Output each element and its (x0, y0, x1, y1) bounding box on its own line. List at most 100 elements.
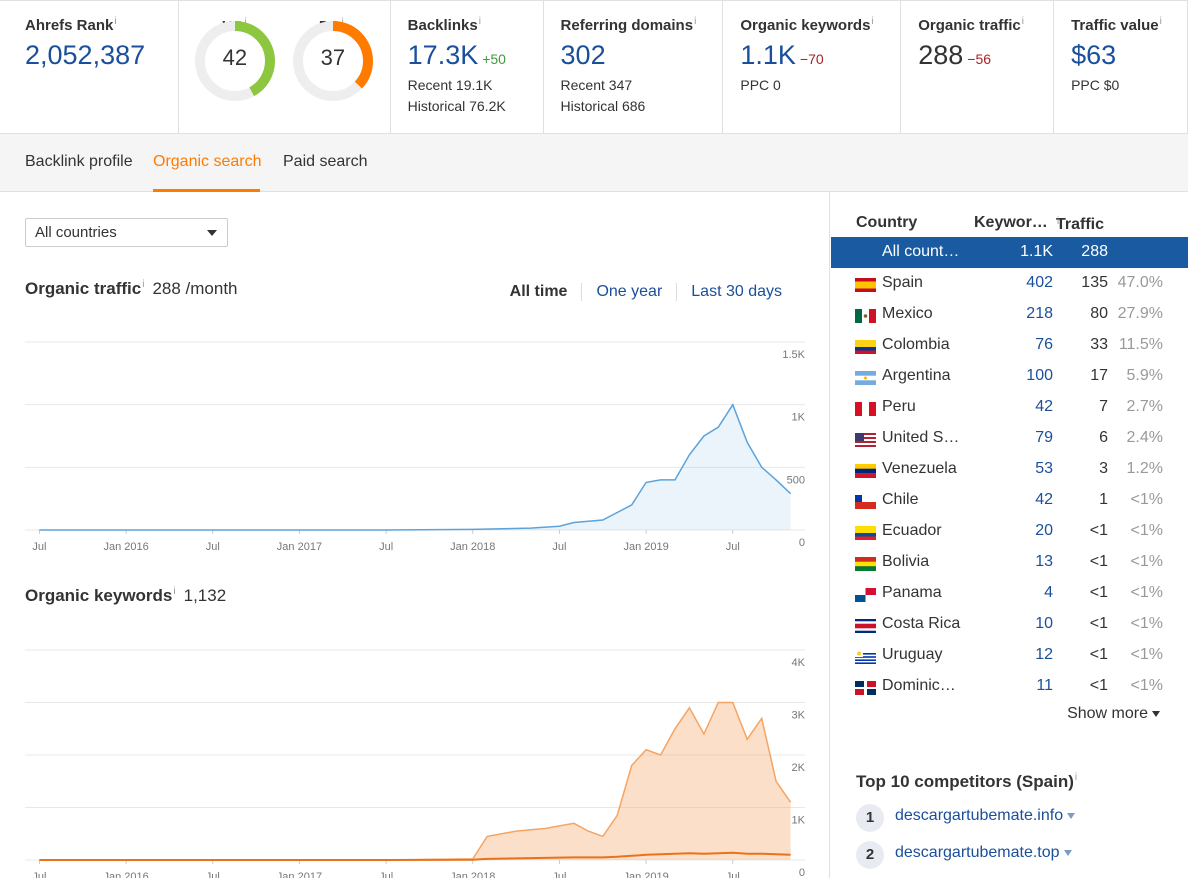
metric-ahrefs-rank: Ahrefs Ranki 2,052,387 (0, 1, 179, 133)
range-one-year[interactable]: One year (582, 283, 678, 301)
chevron-down-icon[interactable] (1067, 812, 1076, 819)
traffic-value-value: $63 (1071, 40, 1117, 70)
country-traffic: 135 (1081, 274, 1108, 291)
country-keywords[interactable]: 11 (1036, 677, 1053, 694)
table-row[interactable]: United S… 79 6 2.4% (831, 423, 1188, 454)
column-keywords[interactable]: Keywor… (974, 214, 1048, 231)
competitors-title: Top 10 competitors (Spain) (856, 772, 1074, 791)
ahrefs-rank-value: 2,052,387 (25, 40, 146, 70)
table-row[interactable]: Venezuela 53 3 1.2% (831, 454, 1188, 485)
country-keywords[interactable]: 42 (1035, 491, 1053, 508)
y-tick-label: 2K (792, 762, 806, 774)
country-select[interactable]: All countries (25, 218, 228, 247)
organic-keywords-value[interactable]: 1.1K (740, 40, 796, 70)
country-keywords[interactable]: 20 (1035, 522, 1053, 539)
country-traffic: 6 (1099, 429, 1108, 446)
country-keywords[interactable]: 79 (1035, 429, 1053, 446)
table-row[interactable]: Panama 4 <1 <1% (831, 578, 1188, 609)
tab-paid-search[interactable]: Paid search (283, 153, 368, 170)
info-icon[interactable]: i (173, 586, 176, 598)
traffic-chart-summary: 288 /month (152, 279, 238, 298)
country-keywords[interactable]: 4 (1044, 584, 1053, 601)
x-tick-label: Jul (206, 541, 220, 553)
country-keywords[interactable]: 10 (1035, 615, 1053, 632)
flag-us-icon (855, 433, 876, 447)
country-traffic: 3 (1099, 460, 1108, 477)
flag-ec-icon (855, 526, 876, 540)
x-tick-label: Jan 2016 (103, 871, 148, 878)
x-tick-label: Jul (206, 871, 220, 878)
country-name: Venezuela (882, 460, 957, 477)
info-icon[interactable]: i (478, 16, 481, 27)
chevron-down-icon[interactable] (1063, 849, 1072, 856)
backlinks-value[interactable]: 17.3K (407, 40, 479, 70)
ur-gauge (194, 21, 275, 101)
info-icon[interactable]: i (694, 16, 697, 27)
country-keywords[interactable]: 12 (1035, 646, 1053, 663)
metric-organic-keywords: Organic keywordsi 1.1K −70 PPC 0 (723, 1, 902, 133)
country-keywords[interactable]: 53 (1035, 460, 1053, 477)
table-row[interactable]: Uruguay 12 <1 <1% (831, 640, 1188, 671)
column-country[interactable]: Country (856, 214, 918, 231)
info-icon[interactable]: i (871, 16, 874, 27)
table-row[interactable]: Costa Rica 10 <1 <1% (831, 609, 1188, 640)
x-tick-label: Jul (726, 541, 740, 553)
table-row[interactable]: Peru 42 7 2.7% (831, 392, 1188, 423)
info-icon[interactable]: i (1021, 16, 1024, 27)
table-row[interactable]: Bolivia 13 <1 <1% (831, 547, 1188, 578)
table-row[interactable]: Dominic… 11 <1 <1% (831, 671, 1188, 702)
country-keywords[interactable]: 100 (1026, 367, 1053, 384)
competitor-link[interactable]: descargartubemate.top (895, 844, 1072, 862)
country-keywords[interactable]: 218 (1026, 305, 1053, 322)
column-traffic[interactable]: Traffic (1056, 216, 1105, 233)
keywords-chart-title: Organic keywords (25, 586, 173, 605)
country-traffic-percent: 5.9% (1126, 367, 1163, 384)
country-keywords[interactable]: 13 (1035, 553, 1053, 570)
country-traffic-percent: <1% (1130, 491, 1163, 508)
country-traffic: <1 (1089, 553, 1108, 570)
info-icon[interactable]: i (114, 16, 117, 27)
traffic-value-ppc: PPC $0 (1071, 77, 1120, 93)
active-tab-indicator (153, 189, 260, 192)
x-tick-label: Jan 2017 (277, 871, 322, 878)
organic-keywords-delta: −70 (799, 51, 824, 67)
table-row[interactable]: Chile 42 1 <1% (831, 485, 1188, 516)
country-name: Peru (882, 398, 916, 415)
x-tick-label: Jan 2018 (450, 541, 495, 553)
referring-domains-value[interactable]: 302 (560, 40, 606, 70)
dr-gauge-fill (292, 21, 373, 101)
section-tabs: Backlink profile Organic search Paid sea… (0, 134, 1188, 192)
info-icon[interactable]: i (142, 279, 145, 291)
range-last-30-days[interactable]: Last 30 days (691, 283, 782, 300)
show-more-button[interactable]: Show more (1067, 705, 1160, 723)
table-row[interactable]: Colombia 76 33 11.5% (831, 330, 1188, 361)
x-tick-label: Jul (379, 541, 393, 553)
table-row[interactable]: Mexico 218 80 27.9% (831, 299, 1188, 330)
competitor-link[interactable]: descargartubemate.info (895, 807, 1076, 825)
table-row[interactable]: Argentina 100 17 5.9% (831, 361, 1188, 392)
y-tick-label: 0 (799, 537, 805, 549)
y-tick-label: 500 (787, 474, 805, 486)
country-keywords[interactable]: 42 (1035, 398, 1053, 415)
country-keywords[interactable]: 1.1K (1020, 243, 1053, 260)
metric-organic-traffic: Organic traffici 288 −56 (901, 1, 1055, 133)
flag-cr-icon (855, 619, 876, 633)
country-traffic: 1 (1099, 491, 1108, 508)
table-row[interactable]: Ecuador 20 <1 <1% (831, 516, 1188, 547)
country-name: Argentina (882, 367, 951, 384)
table-row-all-countries[interactable]: All count… 1.1K 288 (831, 237, 1188, 268)
info-icon[interactable]: i (1057, 216, 1060, 227)
country-traffic: 33 (1090, 336, 1108, 353)
tab-organic-search[interactable]: Organic search (153, 153, 262, 170)
info-icon[interactable]: i (1074, 772, 1078, 784)
info-icon[interactable]: i (1159, 16, 1162, 27)
dr-value: 37 (320, 45, 346, 70)
tab-backlink-profile[interactable]: Backlink profile (25, 153, 133, 170)
table-row[interactable]: Spain 402 135 47.0% (831, 268, 1188, 299)
country-keywords[interactable]: 402 (1026, 274, 1053, 291)
range-all-time[interactable]: All time (510, 283, 583, 301)
country-keywords[interactable]: 76 (1035, 336, 1053, 353)
series-line (39, 851, 791, 861)
traffic-value-label: Traffic value (1071, 17, 1159, 34)
flag-mx-icon (855, 309, 876, 323)
